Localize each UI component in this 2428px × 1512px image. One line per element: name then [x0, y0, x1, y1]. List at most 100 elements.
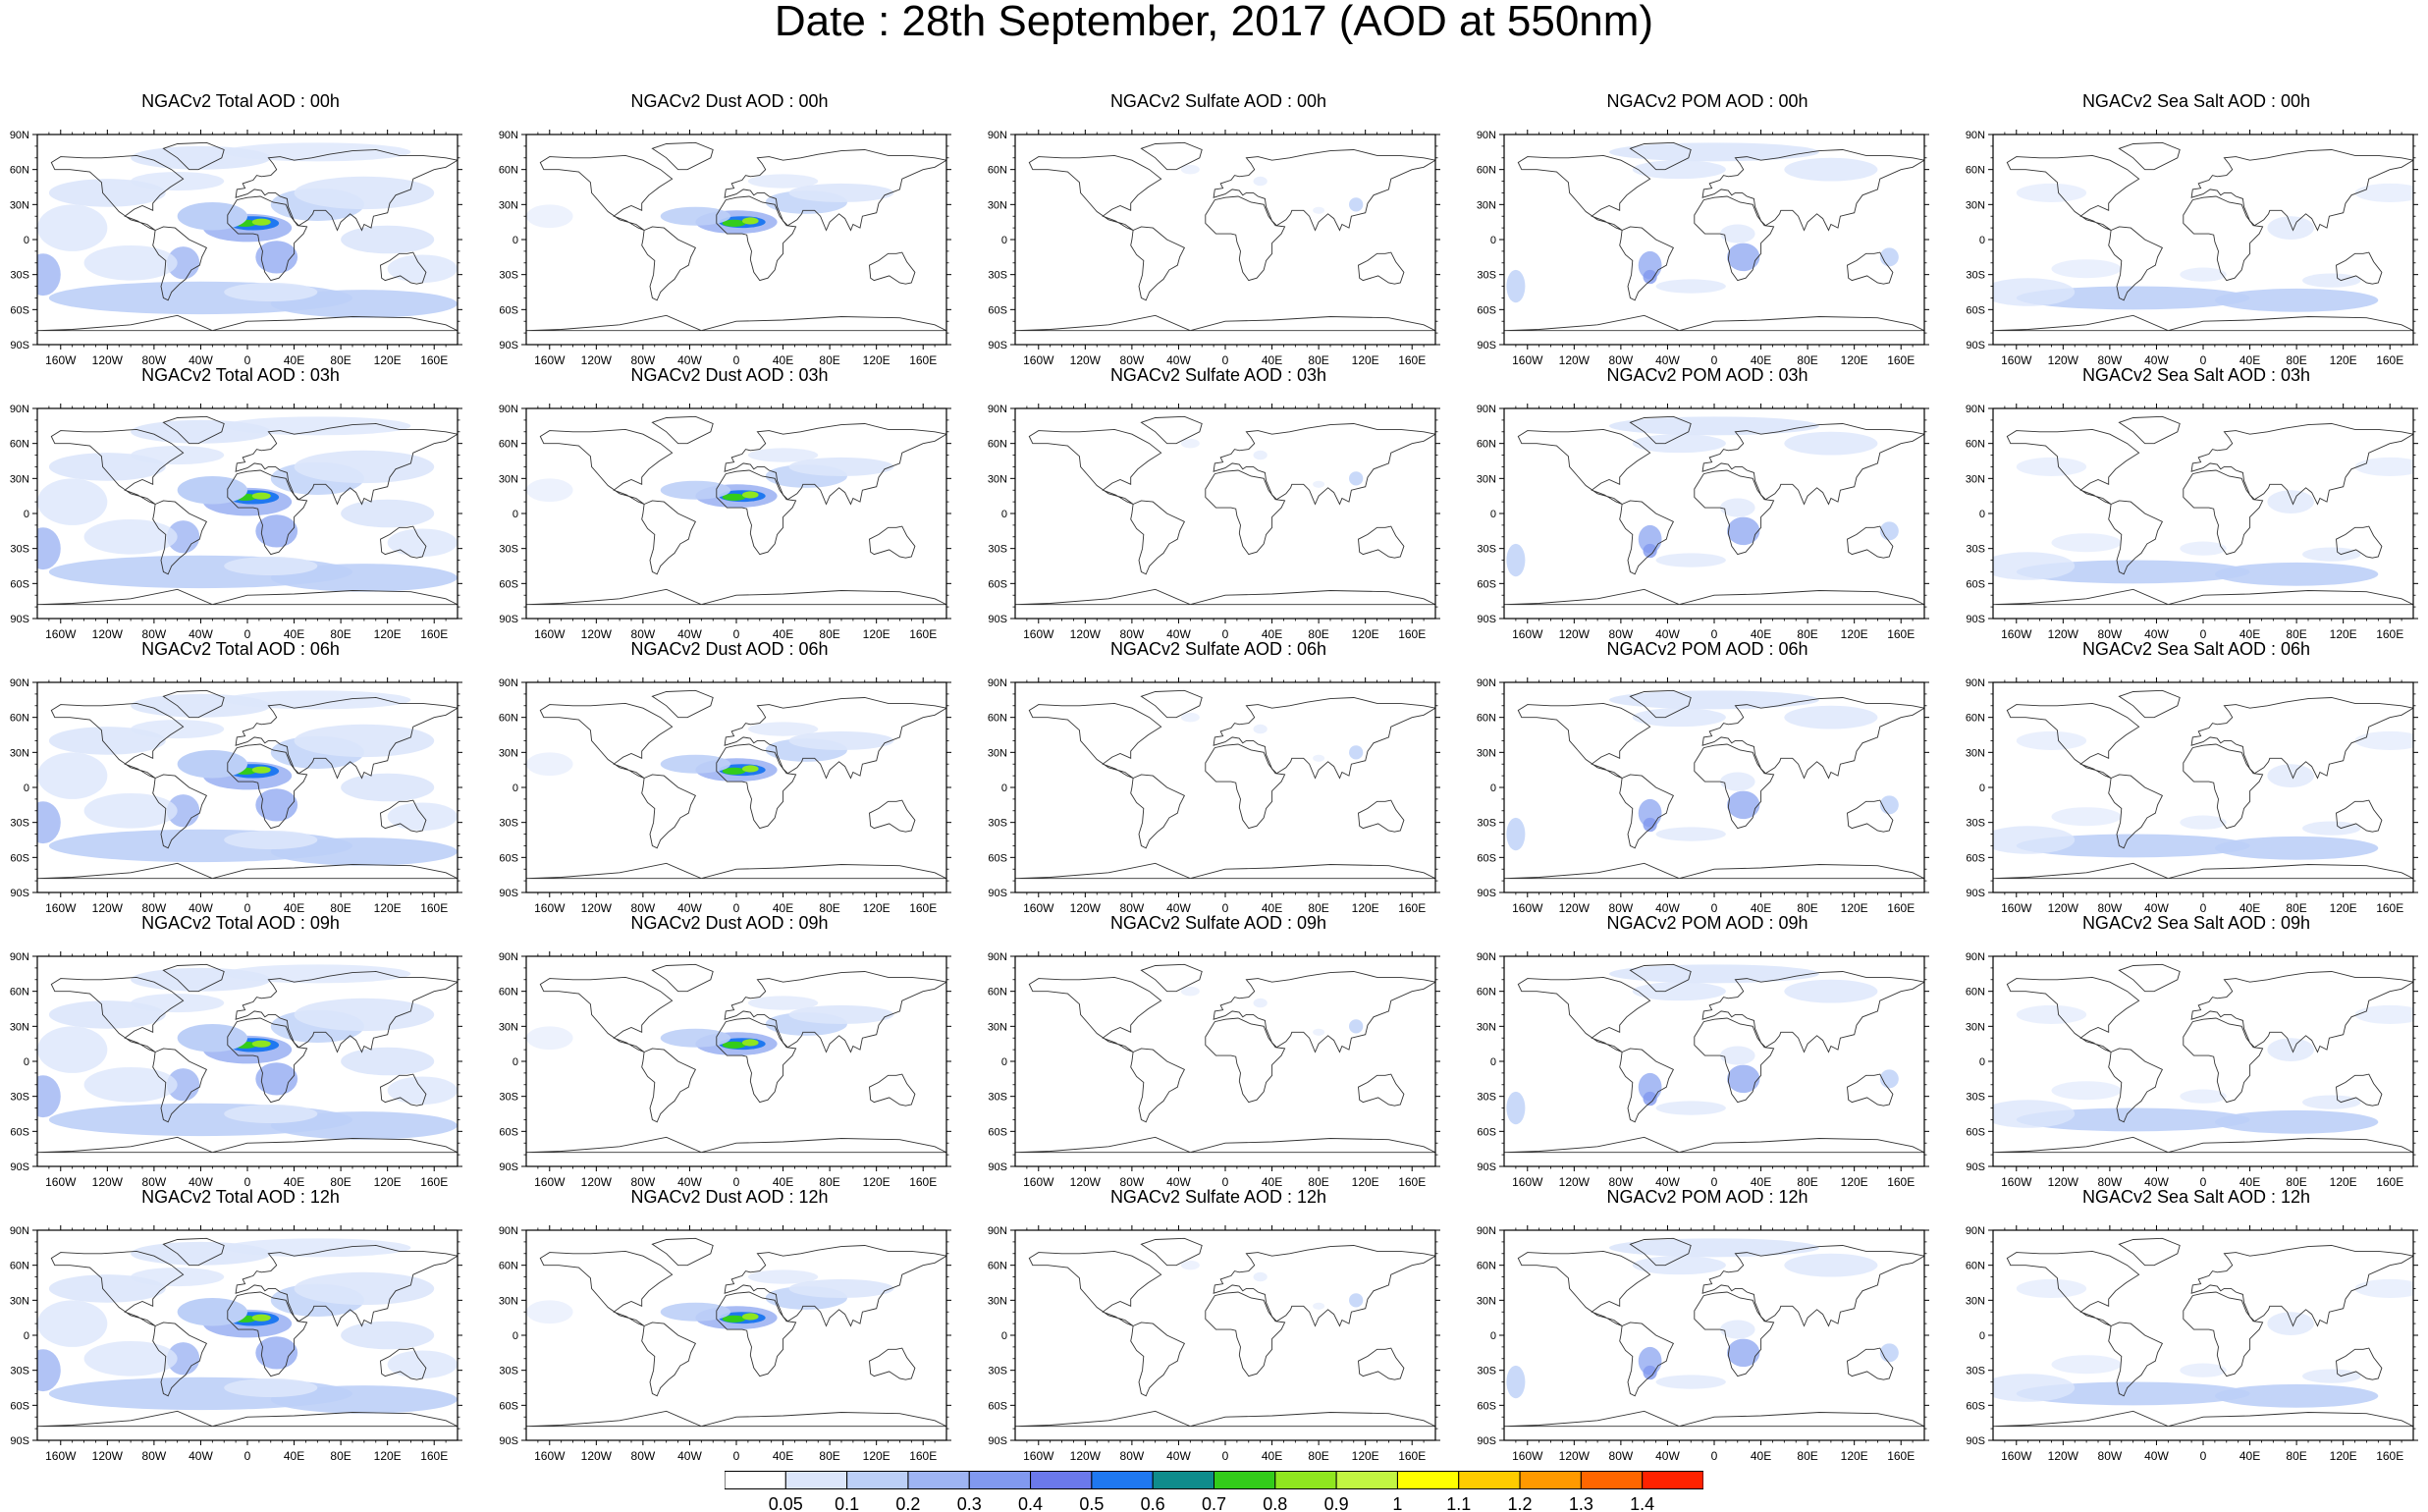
colorbar-box	[968, 1471, 1032, 1489]
lon-tick-label: 40W	[1166, 353, 1191, 367]
lat-tick-label: 30N	[988, 199, 1007, 211]
lat-tick-label: 30N	[499, 747, 518, 759]
lat-tick-label: 90N	[1966, 130, 1985, 141]
colorbar-label: 0.8	[1263, 1494, 1287, 1512]
lon-tick-label: 160W	[534, 1449, 566, 1463]
lat-tick-label: 60N	[10, 987, 29, 999]
lat-tick-label: 0	[1979, 1056, 1985, 1068]
coastline	[152, 1322, 208, 1397]
aod-field	[1719, 224, 1755, 243]
lat-tick-label: 60S	[499, 852, 518, 864]
map-panel: NGACv2 Total AOD : 00h 90N 60N 30N 0 30S 60S 90…	[0, 91, 491, 367]
coastline	[2118, 415, 2181, 445]
lon-tick-label: 160E	[1887, 901, 1915, 915]
coastline	[1213, 1245, 1435, 1327]
map-plot: 90N 60N 30N 0 30S 60S 90S 160W 120W 80W 40W 0 40E 80E…	[988, 404, 1440, 641]
coastline	[2118, 1237, 2181, 1267]
lat-tick-label: 0	[24, 509, 29, 520]
lat-tick-label: 30N	[499, 199, 518, 211]
coastline	[2108, 1322, 2164, 1397]
lat-tick-label: 60S	[1477, 1400, 1496, 1412]
aod-field	[270, 1385, 458, 1414]
lon-tick-label: 120W	[1559, 1175, 1591, 1189]
coastline	[1847, 251, 1894, 285]
aod-field	[2302, 1369, 2361, 1383]
lon-tick-label: 160E	[909, 1175, 937, 1189]
lat-tick-label: 30N	[1477, 747, 1496, 759]
lon-tick-label: 40E	[1262, 1175, 1282, 1189]
lon-tick-label: 120W	[1559, 627, 1591, 641]
map-panel: NGACv2 POM AOD : 03h 90N 60N 30N 0 30S 60S 90S 1…	[1467, 365, 1958, 641]
lon-tick-label: 80W	[631, 1175, 656, 1189]
lon-tick-label: 0	[2200, 353, 2207, 367]
aod-field	[131, 994, 225, 1013]
aod-field	[1638, 1072, 1662, 1102]
colorbar-box	[846, 1471, 909, 1489]
aod-field	[2180, 541, 2227, 556]
aod-field	[526, 1026, 573, 1051]
lon-tick-label: 40W	[1166, 1175, 1191, 1189]
lon-tick-label: 80E	[330, 1175, 351, 1189]
aod-field	[526, 204, 573, 229]
lon-tick-label: 40E	[1751, 627, 1771, 641]
aod-field	[2214, 1383, 2379, 1408]
lon-tick-label: 40W	[1655, 1449, 1680, 1463]
lon-tick-label: 160E	[2376, 901, 2403, 915]
aod-field	[1349, 471, 1364, 486]
coastline	[716, 469, 797, 556]
lat-tick-label: 30N	[1966, 1021, 1985, 1033]
aod-field	[2214, 288, 2379, 312]
coastline	[1028, 154, 1162, 231]
aod-field	[131, 446, 225, 465]
coastline	[1015, 588, 1435, 606]
map-panel: NGACv2 Sulfate AOD : 12h 90N 60N 30N 0 30S 60S…	[978, 1187, 1469, 1463]
coastline	[1629, 141, 1692, 171]
lat-tick-label: 90N	[988, 951, 1007, 963]
lat-tick-label: 90N	[10, 1225, 29, 1237]
aod-field	[526, 478, 573, 503]
coastline	[641, 774, 697, 849]
lon-tick-label: 160W	[1023, 1175, 1054, 1189]
aod-field	[1643, 817, 1657, 833]
coastline	[1140, 415, 1203, 445]
lat-tick-label: 0	[1490, 235, 1496, 246]
colorbar-label: 0.1	[835, 1494, 859, 1512]
lat-tick-label: 60N	[1477, 713, 1496, 725]
lat-tick-label: 30S	[499, 270, 518, 282]
panel-title: NGACv2 Sea Salt AOD : 00h	[2081, 91, 2311, 111]
map-plot: 90N 60N 30N 0 30S 60S 90S 160W 120W 80W 40W 0 40E 80E…	[10, 951, 462, 1189]
aod-field	[83, 518, 178, 555]
coastline	[162, 963, 225, 993]
coastline	[526, 314, 946, 332]
aod-field	[2214, 562, 2379, 586]
lon-tick-label: 120E	[1841, 901, 1868, 915]
panel-title: NGACv2 Sulfate AOD : 09h	[1109, 913, 1327, 933]
map-plot: 90N 60N 30N 0 30S 60S 90S 160W 120W 80W 40W 0 40E 80E…	[499, 130, 951, 367]
aod-field	[341, 499, 435, 528]
lat-tick-label: 90S	[988, 1161, 1007, 1173]
aod-field	[747, 722, 819, 736]
lon-tick-label: 80E	[2286, 353, 2306, 367]
coastline	[1847, 525, 1894, 559]
aod-field	[1643, 1091, 1657, 1107]
aod-field	[722, 219, 746, 227]
map-plot: 90N 60N 30N 0 30S 60S 90S 160W 120W 80W 40W 0 40E 80E…	[1966, 130, 2418, 367]
lon-tick-label: 40E	[1751, 901, 1771, 915]
lon-tick-label: 80E	[819, 627, 839, 641]
coastline	[2190, 149, 2413, 232]
aod-field	[1609, 964, 1819, 984]
lon-tick-label: 120E	[1352, 901, 1379, 915]
lon-tick-label: 40E	[1262, 901, 1282, 915]
lon-tick-label: 80W	[1609, 353, 1634, 367]
map-plot: 90N 60N 30N 0 30S 60S 90S 160W 120W 80W 40W 0 40E 80E…	[988, 677, 1440, 915]
aod-field	[2180, 1089, 2227, 1104]
lon-tick-label: 0	[244, 901, 251, 915]
lat-tick-label: 30S	[1477, 818, 1496, 830]
aod-field	[741, 491, 759, 499]
map-plot: 90N 60N 30N 0 30S 60S 90S 160W 120W 80W 40W 0 40E 80E…	[499, 677, 951, 915]
colorbar-box	[1274, 1471, 1337, 1489]
coastline	[1847, 1347, 1894, 1380]
lat-tick-label: 60N	[499, 987, 518, 999]
aod-field	[526, 1300, 573, 1324]
lat-tick-label: 30N	[1966, 747, 1985, 759]
